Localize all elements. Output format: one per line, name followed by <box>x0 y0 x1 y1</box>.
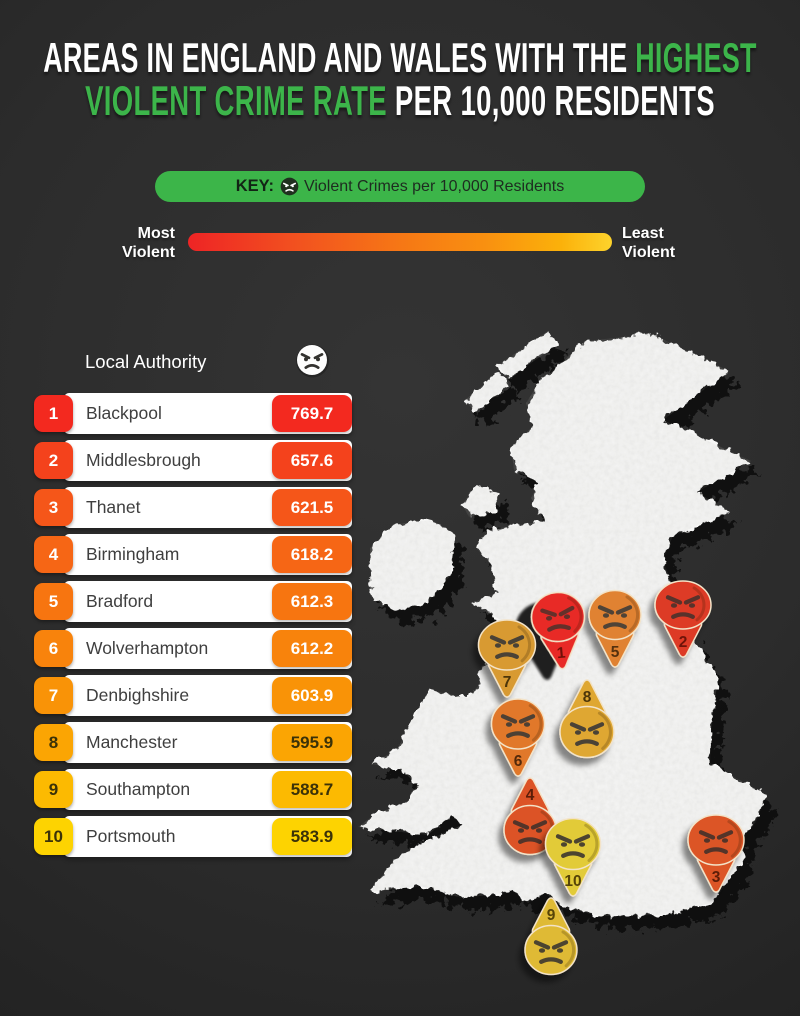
svg-text:5: 5 <box>611 644 620 661</box>
svg-text:9: 9 <box>547 907 556 924</box>
svg-text:3: 3 <box>712 869 721 886</box>
svg-text:2: 2 <box>679 634 688 651</box>
svg-text:7: 7 <box>503 674 512 691</box>
svg-text:4: 4 <box>526 787 535 804</box>
svg-text:8: 8 <box>583 689 592 706</box>
svg-text:1: 1 <box>556 644 566 662</box>
svg-text:6: 6 <box>514 753 523 770</box>
svg-text:10: 10 <box>564 873 581 890</box>
